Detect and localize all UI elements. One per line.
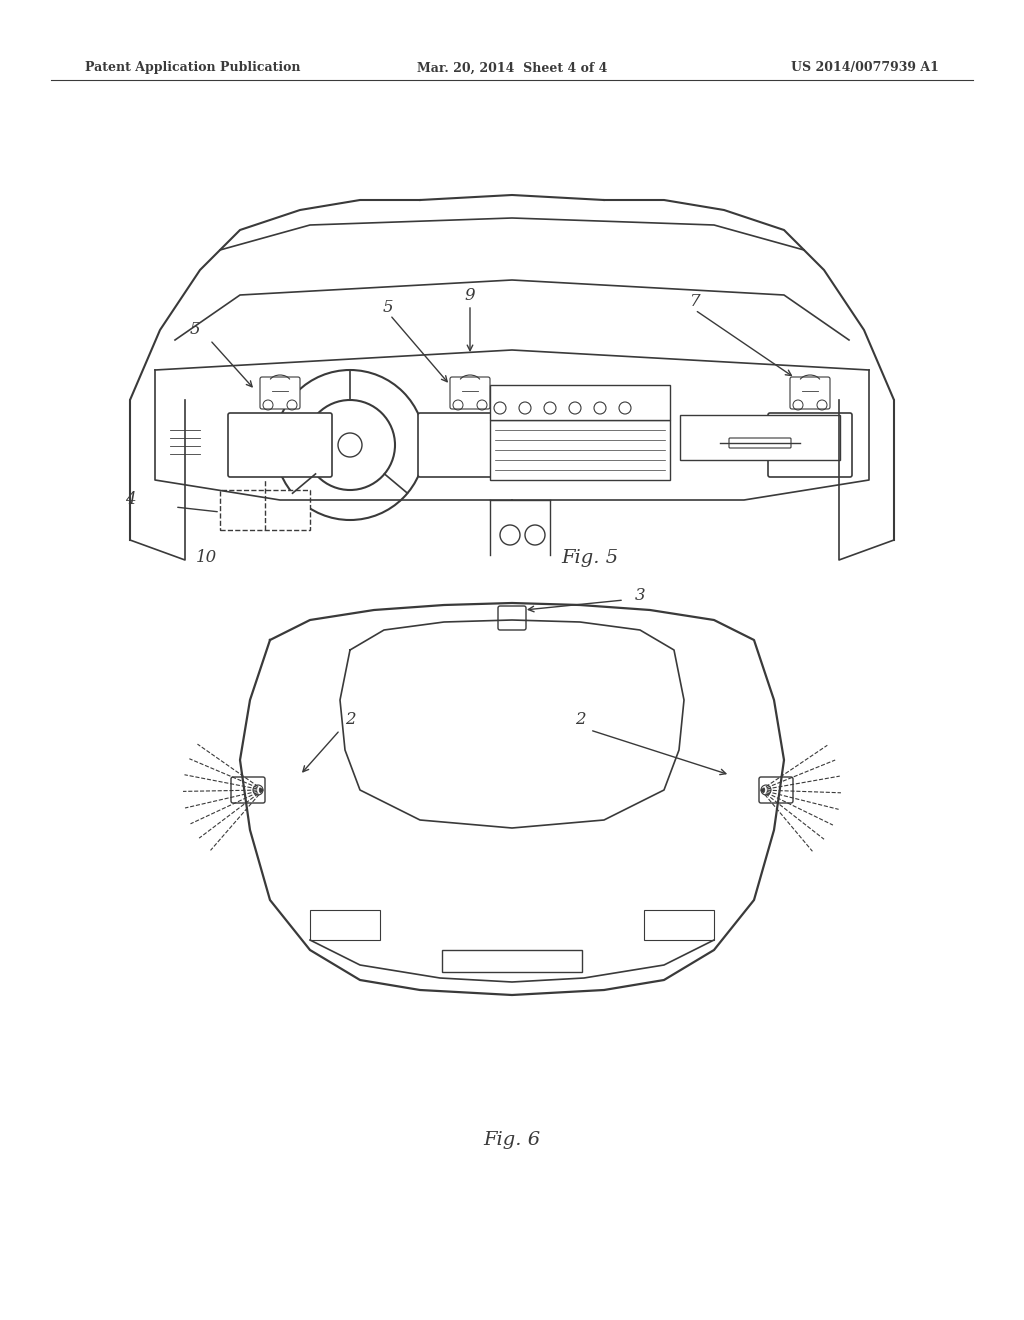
Text: 3: 3 [635, 587, 645, 605]
Text: 2: 2 [574, 711, 586, 729]
Text: Fig. 6: Fig. 6 [483, 1131, 541, 1148]
FancyBboxPatch shape [260, 378, 300, 409]
Text: 2: 2 [345, 711, 355, 729]
Text: Patent Application Publication: Patent Application Publication [85, 62, 300, 74]
Text: 5: 5 [383, 298, 393, 315]
Bar [310, 909, 380, 940]
Text: Mar. 20, 2014  Sheet 4 of 4: Mar. 20, 2014 Sheet 4 of 4 [417, 62, 607, 74]
FancyBboxPatch shape [498, 606, 526, 630]
FancyBboxPatch shape [759, 777, 793, 803]
Bar [442, 950, 582, 972]
Text: 4: 4 [125, 491, 135, 508]
Text: US 2014/0077939 A1: US 2014/0077939 A1 [792, 62, 939, 74]
Bar [490, 420, 670, 480]
Bar [644, 909, 714, 940]
FancyBboxPatch shape [450, 378, 490, 409]
FancyBboxPatch shape [220, 490, 310, 531]
FancyBboxPatch shape [768, 413, 852, 477]
Text: 10: 10 [196, 549, 217, 566]
Bar [680, 414, 840, 459]
FancyBboxPatch shape [418, 413, 522, 477]
FancyBboxPatch shape [231, 777, 265, 803]
Bar [490, 385, 670, 420]
FancyBboxPatch shape [729, 438, 791, 447]
FancyBboxPatch shape [228, 413, 332, 477]
Text: 7: 7 [690, 293, 700, 310]
Text: 9: 9 [465, 288, 475, 305]
Text: 5: 5 [189, 322, 201, 338]
Text: Fig. 5: Fig. 5 [561, 549, 618, 568]
FancyBboxPatch shape [790, 378, 830, 409]
